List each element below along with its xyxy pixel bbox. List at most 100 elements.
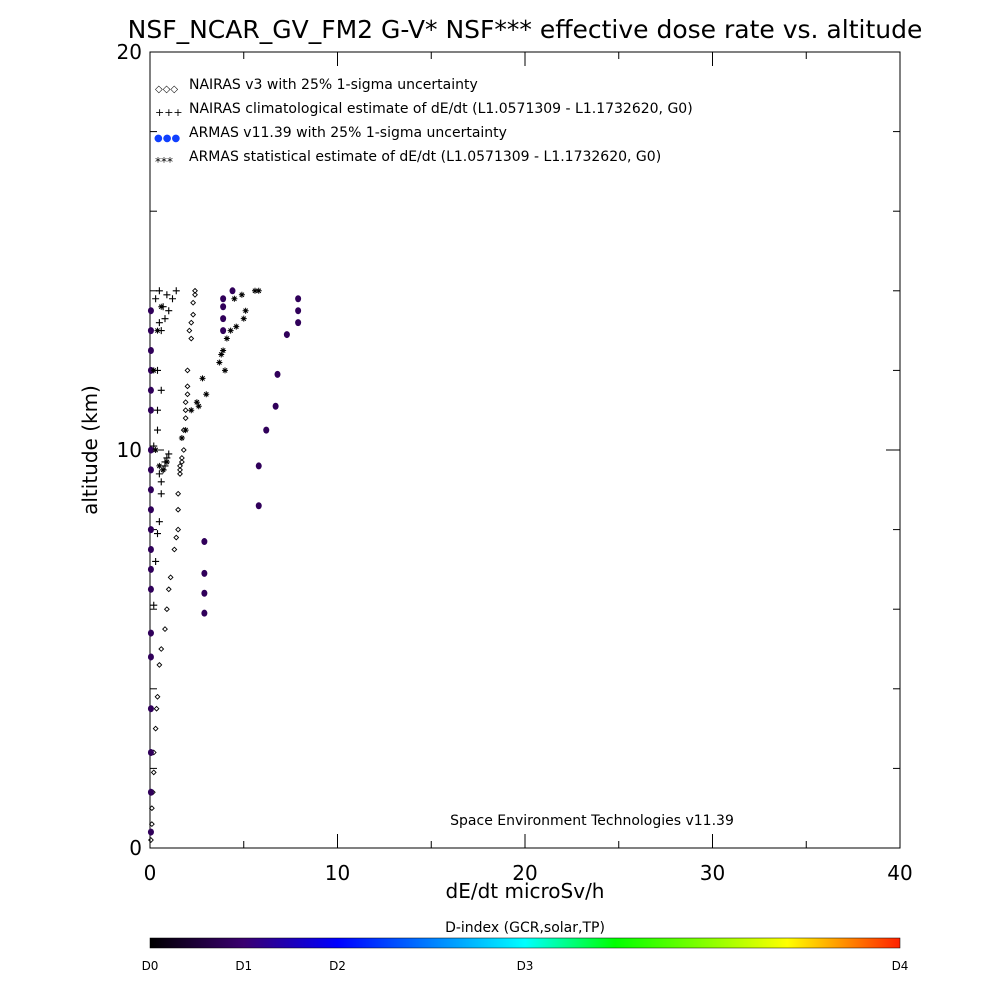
data-point-plus — [155, 319, 163, 327]
data-point-dot — [147, 629, 154, 637]
data-point-plus — [152, 295, 160, 303]
y-tick-label: 0 — [129, 836, 142, 860]
data-point-plus — [157, 386, 165, 394]
data-point-dot — [229, 287, 236, 295]
data-point-asterisk — [218, 351, 225, 358]
data-point-dot — [263, 426, 270, 434]
colorbar-tick-label: D3 — [517, 959, 534, 973]
data-point-plus — [152, 557, 160, 565]
data-point-dot — [147, 748, 154, 756]
data-point-plus — [157, 478, 165, 486]
data-point-asterisk — [178, 435, 185, 442]
data-point-plus — [154, 426, 161, 434]
annotation-credit: Space Environment Technologies v11.39 — [450, 813, 734, 829]
data-point-dot — [147, 347, 154, 354]
data-point-dot — [147, 526, 154, 534]
data-point-asterisk — [193, 399, 200, 406]
data-point-plus — [155, 470, 163, 478]
plot-frame — [149, 51, 901, 849]
data-point-diamond — [184, 391, 191, 398]
data-point-diamond — [148, 821, 155, 828]
data-point-diamond — [175, 506, 182, 513]
data-point-plus — [161, 315, 169, 323]
data-point-diamond — [171, 546, 178, 553]
data-point-asterisk — [156, 462, 163, 469]
data-point-plus — [155, 518, 163, 526]
data-point-dot — [201, 538, 208, 546]
data-point-plus — [157, 490, 165, 498]
data-point-diamond — [178, 459, 185, 465]
data-point-dot — [147, 446, 154, 454]
data-point-asterisk — [182, 427, 189, 434]
data-point-plus — [169, 295, 176, 303]
data-point-dot — [295, 307, 302, 315]
data-point-dot — [147, 327, 154, 335]
y-axis-label: altitude (km) — [78, 385, 102, 515]
data-point-asterisk — [240, 315, 247, 322]
data-point-diamond — [190, 299, 197, 306]
legend-label-nairas-clim: NAIRAS climatological estimate of dE/dt … — [189, 101, 693, 117]
data-point-diamond — [154, 693, 161, 700]
data-point-dot — [147, 653, 154, 661]
data-point-diamond — [173, 534, 180, 541]
data-point-dot — [147, 386, 154, 394]
data-point-asterisk — [216, 359, 223, 366]
data-point-dot — [147, 788, 154, 796]
data-point-dot — [147, 546, 154, 553]
data-point-diamond — [148, 805, 155, 812]
data-point-dot — [272, 402, 279, 410]
data-point-diamond — [148, 837, 154, 843]
data-point-diamond — [182, 415, 189, 422]
data-point-asterisk — [252, 287, 258, 294]
chart-title: NSF_NCAR_GV_FM2 G-V* NSF*** effective do… — [128, 15, 923, 44]
data-point-diamond — [188, 319, 195, 326]
data-point-diamond — [167, 574, 174, 581]
data-point-asterisk — [255, 287, 262, 294]
data-point-plus — [172, 287, 180, 295]
data-point-dot — [220, 295, 227, 303]
data-point-diamond — [182, 407, 189, 414]
legend-label-nairas-v3: NAIRAS v3 with 25% 1-sigma uncertainty — [189, 77, 478, 93]
data-point-diamond — [188, 335, 195, 342]
data-point-diamond — [152, 725, 159, 732]
data-point-diamond — [153, 705, 160, 712]
data-point-plus — [163, 291, 171, 299]
data-point-plus — [154, 406, 161, 414]
data-point-dot — [147, 406, 154, 414]
data-point-asterisk — [188, 407, 195, 414]
data-point-dot — [147, 705, 154, 713]
data-point-plus — [150, 601, 158, 609]
x-tick-label: 40 — [887, 861, 912, 885]
data-point-dot — [220, 303, 227, 311]
legend: ◇◇◇ NAIRAS v3 with 25% 1-sigma uncertain… — [154, 77, 693, 169]
legend-symbol-nairas-v3: ◇◇◇ — [155, 84, 178, 95]
data-point-asterisk — [223, 335, 230, 342]
data-point-asterisk — [220, 347, 227, 354]
legend-label-armas-v1139: ARMAS v11.39 with 25% 1-sigma uncertaint… — [189, 125, 507, 141]
data-point-dot — [220, 315, 227, 323]
colorbar-tick-labels: D0 D1 D2 D3 D4 — [142, 959, 909, 973]
data-point-dot — [201, 609, 208, 617]
data-point-diamond — [177, 466, 183, 473]
data-point-dot — [147, 828, 154, 836]
colorbar-tick-label: D0 — [142, 959, 159, 973]
data-point-asterisk — [227, 327, 234, 334]
data-point-dot — [255, 462, 262, 470]
data-point-dot — [220, 327, 227, 335]
data-point-plus — [165, 450, 173, 458]
data-point-dot — [147, 506, 154, 514]
data-point-dot — [147, 307, 154, 315]
axis-ticks — [149, 51, 901, 849]
data-point-asterisk — [158, 303, 165, 310]
data-point-asterisk — [238, 291, 245, 298]
data-point-dot — [274, 370, 281, 378]
data-point-dot — [147, 565, 154, 573]
colorbar-tick-label: D2 — [329, 959, 346, 973]
colorbar — [149, 937, 901, 949]
colorbar-tick-label: D4 — [892, 959, 909, 973]
data-point-asterisk — [160, 466, 167, 473]
data-point-asterisk — [154, 327, 161, 334]
x-tick-labels: 0 10 20 30 40 — [144, 861, 913, 885]
data-point-plus — [165, 307, 173, 315]
